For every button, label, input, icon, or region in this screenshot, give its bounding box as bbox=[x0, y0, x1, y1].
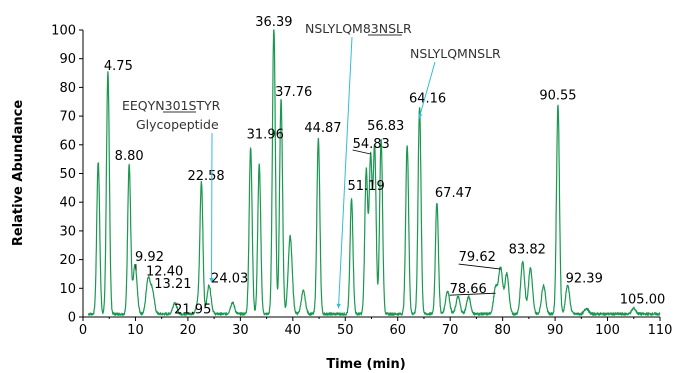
peak-label: 4.75 bbox=[104, 59, 133, 74]
x-tick-label: 20 bbox=[180, 323, 197, 338]
annotation-glycopeptide-label: Glycopeptide bbox=[136, 117, 219, 132]
x-tick-label: 30 bbox=[232, 323, 249, 338]
peak-label: 64.16 bbox=[409, 91, 446, 106]
x-tick-label: 70 bbox=[442, 323, 459, 338]
arrow-head bbox=[209, 278, 214, 283]
label-leader bbox=[352, 149, 371, 155]
peak-label: 37.76 bbox=[275, 85, 312, 100]
peak-label: 22.58 bbox=[187, 169, 224, 184]
peak-label: 24.03 bbox=[211, 271, 248, 286]
y-axis-label: Relative Abundance bbox=[11, 100, 26, 246]
peak-label: 51.19 bbox=[348, 179, 385, 194]
annotations: EEQYN301STYR Glycopeptide NSLYLQM83NSLR NSL… bbox=[122, 21, 501, 309]
peak-label: 36.39 bbox=[255, 15, 292, 30]
x-tick-label: 10 bbox=[127, 323, 144, 338]
peak-label: 54.83 bbox=[353, 137, 390, 152]
x-tick-label: 50 bbox=[337, 323, 354, 338]
peak-label: 8.80 bbox=[115, 149, 144, 164]
y-tick-label: 80 bbox=[59, 81, 76, 96]
x-tick-label: 40 bbox=[285, 323, 302, 338]
y-tick-label: 100 bbox=[51, 24, 76, 39]
axes: 0 10 20 30 40 50 60 70 80 90 100 0 10 20 30 40 50 60 70 80 9… bbox=[51, 24, 672, 339]
y-tick-label: 70 bbox=[59, 110, 76, 125]
peak-label: 13.21 bbox=[154, 277, 191, 292]
x-tick-label: 0 bbox=[79, 323, 87, 338]
y-tick-label: 30 bbox=[59, 224, 76, 239]
arrow-head bbox=[418, 113, 423, 119]
y-tick-label: 10 bbox=[59, 282, 76, 297]
annotation-m83: NSLYLQM83NSLR bbox=[305, 21, 412, 36]
arrow-head bbox=[336, 303, 341, 309]
y-tick-label: 20 bbox=[59, 253, 76, 268]
y-tick-label: 50 bbox=[59, 167, 76, 182]
annotation-glycopeptide-seq: EEQYN301STYR bbox=[122, 98, 221, 113]
peak-label: 9.92 bbox=[135, 250, 164, 265]
y-tick-label: 90 bbox=[59, 52, 76, 67]
annotation-arrow bbox=[418, 61, 436, 119]
annotation-mnslr: NSLYLQMNSLR bbox=[410, 46, 501, 61]
peak-label: 56.83 bbox=[367, 119, 404, 134]
peak-label: 21.95 bbox=[174, 303, 211, 318]
peak-label: 78.66 bbox=[450, 282, 487, 297]
x-tick-label: 100 bbox=[595, 323, 620, 338]
x-tick-label: 80 bbox=[494, 323, 511, 338]
peak-label: 79.62 bbox=[459, 250, 496, 265]
x-tick-label: 110 bbox=[648, 323, 673, 338]
peak-label: 67.47 bbox=[435, 186, 472, 201]
peak-label: 83.82 bbox=[509, 242, 546, 257]
peak-label: 12.40 bbox=[146, 265, 183, 280]
peak-label: 105.00 bbox=[620, 292, 666, 307]
x-tick-label: 60 bbox=[389, 323, 406, 338]
y-tick-label: 0 bbox=[68, 311, 76, 326]
y-tick-label: 60 bbox=[59, 138, 76, 153]
y-tick-label: 40 bbox=[59, 196, 76, 211]
label-leader bbox=[449, 292, 496, 296]
x-tick-label: 90 bbox=[547, 323, 564, 338]
peak-label: 92.39 bbox=[566, 271, 603, 286]
annotation-arrow bbox=[337, 36, 353, 309]
chromatogram-trace bbox=[87, 29, 661, 316]
peak-label: 90.55 bbox=[539, 88, 576, 103]
peak-label: 31.96 bbox=[247, 128, 284, 143]
x-axis-label: Time (min) bbox=[326, 357, 405, 372]
peak-label: 44.87 bbox=[304, 121, 341, 136]
label-leader bbox=[458, 263, 501, 270]
